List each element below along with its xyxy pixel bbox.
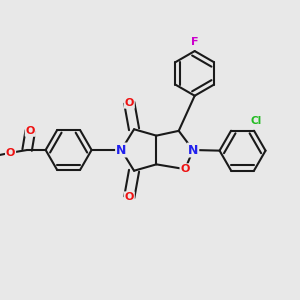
Text: F: F [191,37,198,47]
Text: O: O [124,192,134,202]
Text: N: N [116,143,127,157]
Text: N: N [188,143,198,157]
Text: O: O [26,126,35,136]
Text: O: O [6,148,15,158]
Text: O: O [180,164,190,174]
Text: O: O [124,98,134,108]
Text: Cl: Cl [250,116,261,126]
